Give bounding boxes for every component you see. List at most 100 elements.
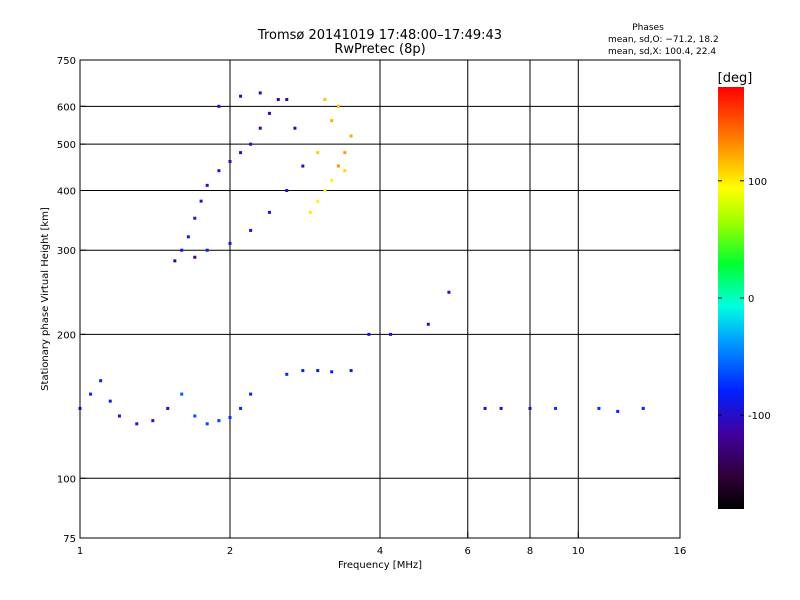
y-tick-label: 500: [57, 140, 76, 151]
data-point: [99, 379, 103, 383]
data-point: [349, 369, 353, 373]
data-point: [205, 248, 209, 252]
chart-subtitle: RwPretec (8p): [334, 42, 425, 57]
chart-title: Tromsø 20141019 17:48:00–17:49:43: [257, 28, 502, 43]
data-point: [258, 126, 262, 130]
data-point: [293, 126, 297, 130]
data-point: [336, 104, 340, 108]
x-tick-label: 4: [377, 546, 383, 557]
x-tick-label: 2: [227, 546, 233, 557]
data-point: [180, 248, 184, 252]
x-tick-label: 1: [77, 546, 83, 557]
stats-line-x: mean, sd,X: 100.4, 22.4: [608, 47, 716, 57]
data-point: [553, 406, 557, 410]
data-point: [316, 199, 320, 203]
axis-ticks: 1 2 4 6 8 10 16 75 100 200 300 400 500 600 750: [57, 56, 686, 557]
data-point: [447, 290, 451, 294]
data-point: [228, 159, 232, 163]
data-point: [117, 414, 121, 418]
x-axis-label: Frequency [MHz]: [338, 560, 422, 571]
data-point: [228, 241, 232, 245]
colorbar-label: [deg]: [718, 71, 753, 86]
data-point: [330, 178, 334, 182]
data-point: [173, 259, 177, 263]
data-point: [205, 422, 209, 426]
data-point: [249, 228, 253, 232]
colorbar-ticks: 100 0 -100: [718, 177, 771, 422]
y-tick-label: 200: [57, 330, 76, 341]
data-point: [316, 151, 320, 155]
data-point: [193, 216, 197, 220]
data-point: [217, 169, 221, 173]
y-tick-label: 100: [57, 474, 76, 485]
data-point: [528, 406, 532, 410]
data-point: [308, 210, 312, 214]
data-point: [135, 422, 139, 426]
data-point: [343, 151, 347, 155]
data-point: [330, 370, 334, 374]
data-point: [499, 406, 503, 410]
data-point: [151, 419, 155, 423]
data-point: [330, 119, 334, 123]
y-axis-label: Stationary phase Virtual Height [km]: [40, 207, 51, 391]
data-point: [267, 210, 271, 214]
colorbar: [718, 87, 744, 509]
data-point: [426, 322, 430, 326]
data-point: [285, 98, 289, 102]
data-point: [249, 142, 253, 146]
data-point: [641, 406, 645, 410]
x-tick-label: 6: [465, 546, 471, 557]
data-point: [180, 392, 184, 396]
y-tick-label: 75: [63, 534, 76, 545]
data-point: [616, 409, 620, 413]
data-point: [217, 419, 221, 423]
data-points: [78, 91, 645, 426]
data-point: [285, 372, 289, 376]
data-point: [217, 104, 221, 108]
data-point: [276, 98, 280, 102]
gridlines: [80, 60, 680, 538]
data-point: [343, 169, 347, 173]
data-point: [349, 134, 353, 138]
data-point: [267, 111, 271, 115]
data-point: [389, 332, 393, 336]
colorbar-tick-label: -100: [748, 411, 771, 422]
x-tick-label: 16: [674, 546, 687, 557]
y-tick-label: 400: [57, 186, 76, 197]
data-point: [285, 188, 289, 192]
data-point: [301, 369, 305, 373]
data-point: [108, 399, 112, 403]
stats-line-o: mean, sd,O: −71.2, 18.2: [608, 35, 719, 45]
data-point: [239, 406, 243, 410]
data-point: [199, 199, 203, 203]
data-point: [336, 164, 340, 168]
colorbar-tick-label: 100: [748, 177, 767, 188]
data-point: [239, 151, 243, 155]
data-point: [193, 414, 197, 418]
data-point: [193, 255, 197, 259]
data-point: [483, 406, 487, 410]
data-point: [89, 392, 93, 396]
stats-header: Phases: [632, 23, 664, 33]
data-point: [166, 406, 170, 410]
x-tick-label: 8: [527, 546, 533, 557]
data-point: [597, 406, 601, 410]
x-tick-label: 10: [572, 546, 585, 557]
data-point: [323, 188, 327, 192]
data-point: [258, 91, 262, 95]
y-tick-label: 750: [57, 56, 76, 67]
data-point: [239, 94, 243, 98]
data-point: [249, 392, 253, 396]
data-point: [323, 98, 327, 102]
data-point: [316, 369, 320, 373]
data-point: [186, 235, 190, 239]
y-tick-label: 600: [57, 102, 76, 113]
data-point: [228, 416, 232, 420]
data-point: [301, 164, 305, 168]
data-point: [205, 183, 209, 187]
colorbar-tick-label: 0: [748, 294, 754, 305]
data-point: [367, 332, 371, 336]
y-tick-label: 300: [57, 246, 76, 257]
